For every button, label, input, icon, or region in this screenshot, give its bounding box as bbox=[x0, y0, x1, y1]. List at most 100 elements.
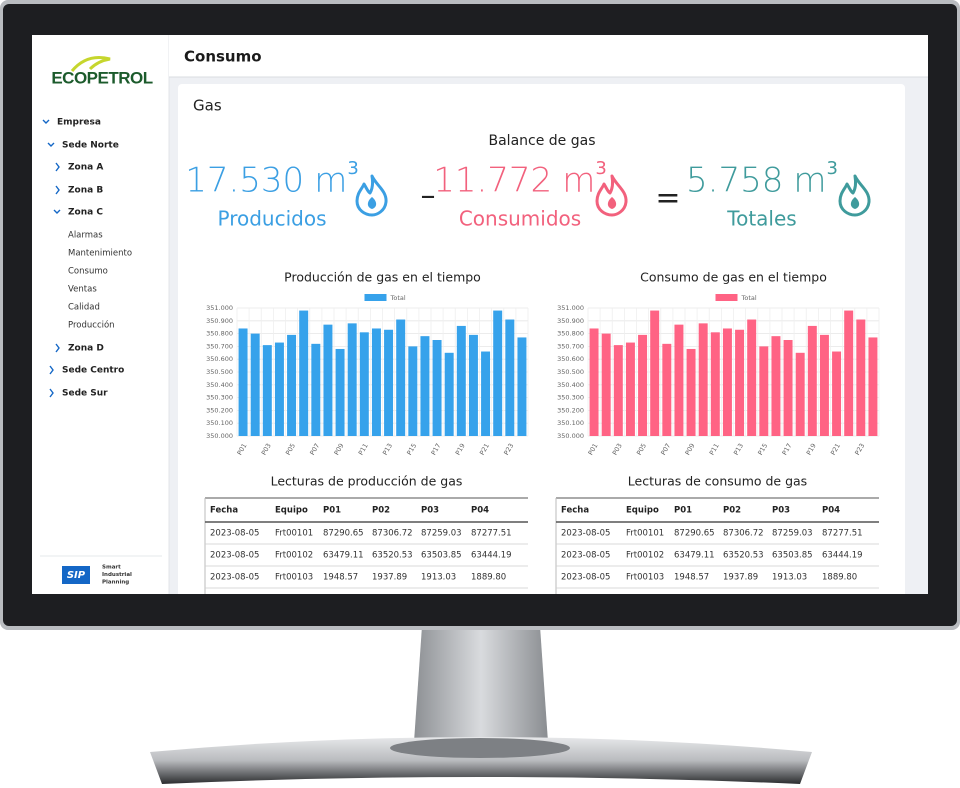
bar bbox=[771, 336, 781, 436]
table-cell: 63503.85 bbox=[772, 551, 813, 561]
table-cell: 1913.03 bbox=[421, 573, 456, 583]
bar bbox=[505, 319, 515, 436]
tree-item[interactable]: Empresa bbox=[57, 118, 101, 128]
table-cell: 87306.72 bbox=[372, 529, 413, 539]
table-header: Equipo bbox=[626, 506, 659, 516]
card-title: Gas bbox=[193, 97, 222, 115]
balance-unit: m bbox=[314, 161, 347, 201]
tree-item[interactable]: Producción bbox=[68, 320, 115, 331]
sip-text: Industrial bbox=[102, 572, 132, 578]
y-tick-label: 350.000 bbox=[206, 432, 233, 440]
y-tick-label: 351.000 bbox=[206, 304, 233, 312]
chevron-right bbox=[55, 343, 60, 353]
table-cell: 1948.57 bbox=[674, 573, 709, 583]
tree-item[interactable]: Sede Sur bbox=[62, 389, 108, 399]
balance-amount: 5.758 bbox=[686, 161, 783, 201]
flame-icon bbox=[595, 174, 628, 217]
flame-icon-inner bbox=[607, 197, 617, 209]
legend-swatch bbox=[715, 294, 738, 301]
y-tick-label: 350.500 bbox=[557, 368, 584, 376]
table-cell: 63444.19 bbox=[471, 551, 512, 561]
table-header: P02 bbox=[723, 506, 741, 516]
flame-icon-inner bbox=[850, 197, 860, 209]
table-cell: 87259.03 bbox=[772, 529, 813, 539]
bar bbox=[444, 352, 454, 436]
bar bbox=[493, 310, 503, 436]
table-cell: Frt00103 bbox=[275, 573, 313, 583]
sidebar bbox=[32, 35, 169, 594]
balance-label: Producidos bbox=[217, 207, 326, 231]
table-cell: 2023-08-05 bbox=[561, 529, 610, 539]
flame-icon bbox=[838, 174, 871, 217]
legend-label: Total bbox=[390, 294, 406, 302]
bar bbox=[456, 325, 466, 436]
bar bbox=[238, 328, 248, 436]
bar bbox=[747, 319, 757, 436]
header-bar bbox=[169, 35, 928, 77]
table-title: Lecturas de producción de gas bbox=[271, 474, 463, 489]
table-cell: 1937.89 bbox=[372, 573, 407, 583]
legend-label: Total bbox=[741, 294, 757, 302]
y-tick-label: 350.400 bbox=[206, 381, 233, 389]
chevron-right bbox=[49, 388, 54, 398]
bar bbox=[722, 328, 732, 436]
bar bbox=[698, 323, 708, 436]
logo: ECOPETROL bbox=[51, 68, 152, 87]
bar bbox=[832, 351, 842, 436]
chevron-down bbox=[47, 142, 55, 147]
monitor-neck bbox=[414, 626, 548, 742]
balance-unit: m bbox=[793, 161, 826, 201]
tree-item[interactable]: Alarmas bbox=[68, 231, 103, 241]
tree-item[interactable]: Zona B bbox=[68, 186, 103, 196]
tree-item[interactable]: Sede Centro bbox=[62, 366, 124, 376]
sip-text: Smart bbox=[102, 565, 121, 571]
table-cell: 87306.72 bbox=[723, 529, 764, 539]
table-header: P02 bbox=[372, 506, 390, 516]
tree-item[interactable]: Calidad bbox=[68, 303, 100, 313]
table-cell: 2023-08-05 bbox=[210, 551, 259, 561]
chevron-down bbox=[42, 119, 50, 124]
tree-item[interactable]: Zona D bbox=[68, 344, 104, 354]
y-tick-label: 350.400 bbox=[557, 381, 584, 389]
table-cell: 2023-08-05 bbox=[210, 529, 259, 539]
table-header: Fecha bbox=[561, 506, 589, 516]
bar bbox=[613, 345, 623, 436]
tree-item[interactable]: Zona C bbox=[68, 208, 103, 218]
bar bbox=[274, 342, 284, 436]
table-cell: Frt00101 bbox=[626, 529, 664, 539]
bar bbox=[807, 325, 817, 436]
table-header: P03 bbox=[421, 506, 439, 516]
table-cell: 63444.19 bbox=[822, 551, 863, 561]
bar bbox=[589, 328, 599, 436]
table-cell: 2023-08-05 bbox=[561, 551, 610, 561]
y-tick-label: 351.000 bbox=[557, 304, 584, 312]
balance-operator: = bbox=[655, 181, 680, 216]
legend-swatch bbox=[364, 294, 387, 301]
bar bbox=[710, 332, 720, 436]
chart-title: Consumo de gas en el tiempo bbox=[640, 270, 827, 285]
tree-item[interactable]: Mantenimiento bbox=[68, 249, 132, 259]
monitor-base-joint bbox=[390, 738, 570, 758]
bar bbox=[311, 343, 321, 436]
tree-item[interactable]: Consumo bbox=[68, 267, 108, 277]
table-cell: Frt00102 bbox=[275, 551, 313, 561]
tree-item[interactable]: Sede Norte bbox=[62, 141, 119, 151]
table-cell: 87259.03 bbox=[421, 529, 462, 539]
table-cell: 63479.11 bbox=[323, 551, 364, 561]
table-cell: Frt00101 bbox=[275, 529, 313, 539]
balance-unit: m bbox=[562, 161, 595, 201]
chart-title: Producción de gas en el tiempo bbox=[284, 270, 481, 285]
y-tick-label: 350.800 bbox=[557, 330, 584, 338]
y-tick-label: 350.600 bbox=[206, 355, 233, 363]
bar bbox=[650, 310, 660, 436]
bar bbox=[601, 333, 611, 436]
bar bbox=[299, 310, 309, 436]
tree-item[interactable]: Ventas bbox=[68, 285, 97, 295]
y-tick-label: 350.700 bbox=[206, 342, 233, 350]
tree-item[interactable]: Zona A bbox=[68, 163, 103, 173]
y-tick-label: 350.100 bbox=[557, 419, 584, 427]
bar bbox=[420, 336, 430, 436]
bar bbox=[844, 310, 854, 436]
table-cell: 63503.85 bbox=[421, 551, 462, 561]
y-tick-label: 350.200 bbox=[206, 406, 233, 414]
